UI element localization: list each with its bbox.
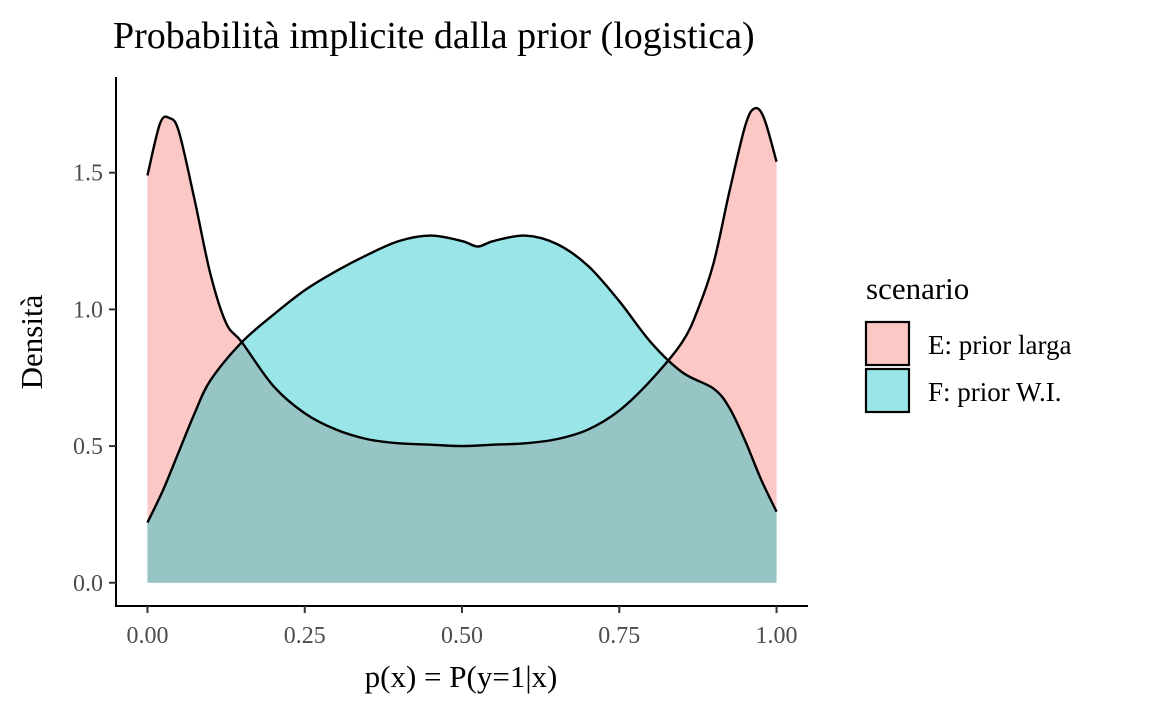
y-axis-title: Densità	[14, 294, 49, 389]
legend-swatch-1	[864, 320, 911, 367]
density-curve-1	[146, 106, 778, 448]
y-tick-label: 0.5	[73, 434, 103, 460]
legend-label-1: E: prior larga	[928, 330, 1071, 360]
y-tick-label: 0.0	[73, 571, 103, 597]
density-area-1	[147, 108, 777, 583]
y-tick-label: 1.5	[73, 161, 103, 187]
x-tick-label: 0.75	[598, 623, 640, 649]
chart-title: Probabilità implicite dalla prior (logis…	[113, 15, 755, 57]
x-tick-label: 1.00	[756, 623, 798, 649]
legend-label-2: F: prior W.I.	[928, 377, 1062, 407]
x-tick-label: 0.00	[126, 623, 168, 649]
density-area-2	[147, 235, 777, 583]
legend-items: E: prior larga F: prior W.I.	[864, 320, 1071, 414]
x-tick-label: 0.25	[284, 623, 326, 649]
density-areas	[146, 106, 778, 583]
y-axis-ticks: 0.0 0.5 1.0 1.5	[73, 161, 116, 597]
y-tick-label: 1.0	[73, 297, 103, 323]
x-axis-ticks: 0.00 0.25 0.50 0.75 1.00	[126, 606, 798, 649]
legend: scenario E: prior larga F: prior W.I.	[864, 271, 1071, 414]
density-curve-2	[146, 234, 778, 524]
x-tick-label: 0.50	[441, 623, 483, 649]
legend-title: scenario	[866, 271, 969, 306]
x-axis-title: p(x) = P(y=1|x)	[365, 659, 558, 694]
legend-swatch-2	[864, 367, 911, 414]
